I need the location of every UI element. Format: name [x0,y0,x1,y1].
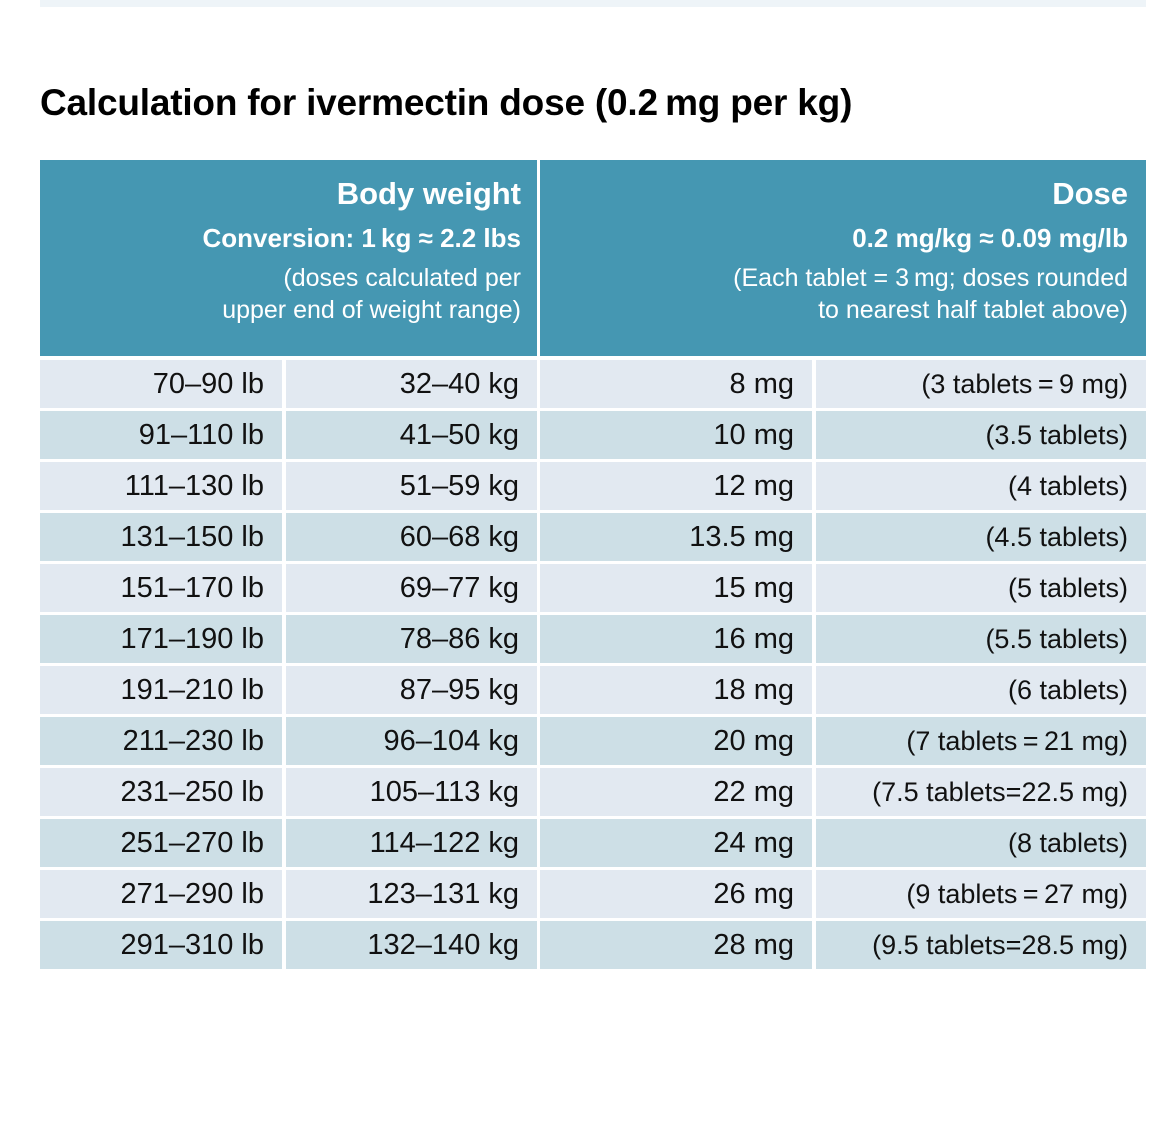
table-row: 251–270 lb 114–122 kg 24 mg (8 tablets) [40,819,1147,870]
conversion-label: Conversion: 1 kg ≈ 2.2 lbs [202,223,522,253]
dose-mg-cell: 26 mg [540,870,817,921]
tablets-cell: (5.5 tablets) [816,615,1147,666]
dose-rate-label: 0.2 mg/kg ≈ 0.09 mg/lb [852,223,1129,253]
tablets-cell: (4.5 tablets) [816,513,1147,564]
table-row: 191–210 lb 87–95 kg 18 mg (6 tablets) [40,666,1147,717]
tablets-cell: (7 tablets = 21 mg) [816,717,1147,768]
weight-kg-cell: 114–122 kg [286,819,541,870]
weight-kg-cell: 69–77 kg [286,564,541,615]
tablets-cell: (8 tablets) [816,819,1147,870]
tablets-cell: (4 tablets) [816,462,1147,513]
dose-note-line-2: to nearest half tablet above) [818,296,1129,324]
table-row: 291–310 lb 132–140 kg 28 mg (9.5 tablets=28… [40,921,1147,972]
dose-mg-cell: 12 mg [540,462,817,513]
dose-mg-cell: 24 mg [540,819,817,870]
tablets-cell: (7.5 tablets=22.5 mg) [816,768,1147,819]
dose-mg-cell: 15 mg [540,564,817,615]
dose-note-line-1: (Each tablet = 3 mg; doses rounded [733,264,1129,292]
tablets-cell: (6 tablets) [816,666,1147,717]
weight-lb-cell: 151–170 lb [40,564,286,615]
weight-lb-cell: 231–250 lb [40,768,286,819]
weight-lb-cell: 171–190 lb [40,615,286,666]
table-row: 111–130 lb 51–59 kg 12 mg (4 tablets) [40,462,1147,513]
top-divider-strip [40,0,1146,7]
dose-mg-cell: 13.5 mg [540,513,817,564]
dose-mg-cell: 18 mg [540,666,817,717]
page-title: Calculation for ivermectin dose (0.2 mg … [40,82,853,123]
body-weight-header: Body weight Conversion: 1 kg ≈ 2.2 lbs (… [40,160,541,356]
tablets-cell: (9.5 tablets=28.5 mg) [816,921,1147,972]
dose-mg-cell: 22 mg [540,768,817,819]
weight-kg-cell: 96–104 kg [286,717,541,768]
weight-lb-cell: 70–90 lb [40,360,286,411]
weight-lb-cell: 211–230 lb [40,717,286,768]
table-row: 271–290 lb 123–131 kg 26 mg (9 tablets = 27… [40,870,1147,921]
weight-lb-cell: 131–150 lb [40,513,286,564]
tablets-cell: (3 tablets = 9 mg) [816,360,1147,411]
weight-note-line-2: upper end of weight range) [222,296,522,324]
header-spacer [40,356,1147,360]
weight-kg-cell: 132–140 kg [286,921,541,972]
weight-kg-cell: 78–86 kg [286,615,541,666]
weight-kg-cell: 87–95 kg [286,666,541,717]
body-weight-title: Body weight [336,176,522,211]
dose-mg-cell: 28 mg [540,921,817,972]
weight-kg-cell: 105–113 kg [286,768,541,819]
weight-kg-cell: 123–131 kg [286,870,541,921]
tablets-cell: (9 tablets = 27 mg) [816,870,1147,921]
tablets-cell: (3.5 tablets) [816,411,1147,462]
table-row: 171–190 lb 78–86 kg 16 mg (5.5 tablets) [40,615,1147,666]
weight-lb-cell: 271–290 lb [40,870,286,921]
table-row: 131–150 lb 60–68 kg 13.5 mg (4.5 tablets) [40,513,1147,564]
table-row: 70–90 lb 32–40 kg 8 mg (3 tablets = 9 mg) [40,360,1147,411]
weight-lb-cell: 191–210 lb [40,666,286,717]
dose-header: Dose 0.2 mg/kg ≈ 0.09 mg/lb (Each tablet… [540,160,1147,356]
dose-mg-cell: 8 mg [540,360,817,411]
weight-kg-cell: 51–59 kg [286,462,541,513]
table-header-row: Body weight Conversion: 1 kg ≈ 2.2 lbs (… [40,160,1147,356]
weight-lb-cell: 251–270 lb [40,819,286,870]
table-row: 231–250 lb 105–113 kg 22 mg (7.5 tablets=22… [40,768,1147,819]
weight-kg-cell: 41–50 kg [286,411,541,462]
weight-kg-cell: 32–40 kg [286,360,541,411]
dose-mg-cell: 10 mg [540,411,817,462]
dose-title: Dose [1052,176,1129,211]
dose-mg-cell: 20 mg [540,717,817,768]
weight-lb-cell: 91–110 lb [40,411,286,462]
dose-table: Body weight Conversion: 1 kg ≈ 2.2 lbs (… [40,160,1147,972]
weight-lb-cell: 291–310 lb [40,921,286,972]
dose-mg-cell: 16 mg [540,615,817,666]
table-row: 91–110 lb 41–50 kg 10 mg (3.5 tablets) [40,411,1147,462]
weight-kg-cell: 60–68 kg [286,513,541,564]
weight-lb-cell: 111–130 lb [40,462,286,513]
table-row: 151–170 lb 69–77 kg 15 mg (5 tablets) [40,564,1147,615]
tablets-cell: (5 tablets) [816,564,1147,615]
weight-note-line-1: (doses calculated per [283,264,522,292]
table-row: 211–230 lb 96–104 kg 20 mg (7 tablets = 21 … [40,717,1147,768]
